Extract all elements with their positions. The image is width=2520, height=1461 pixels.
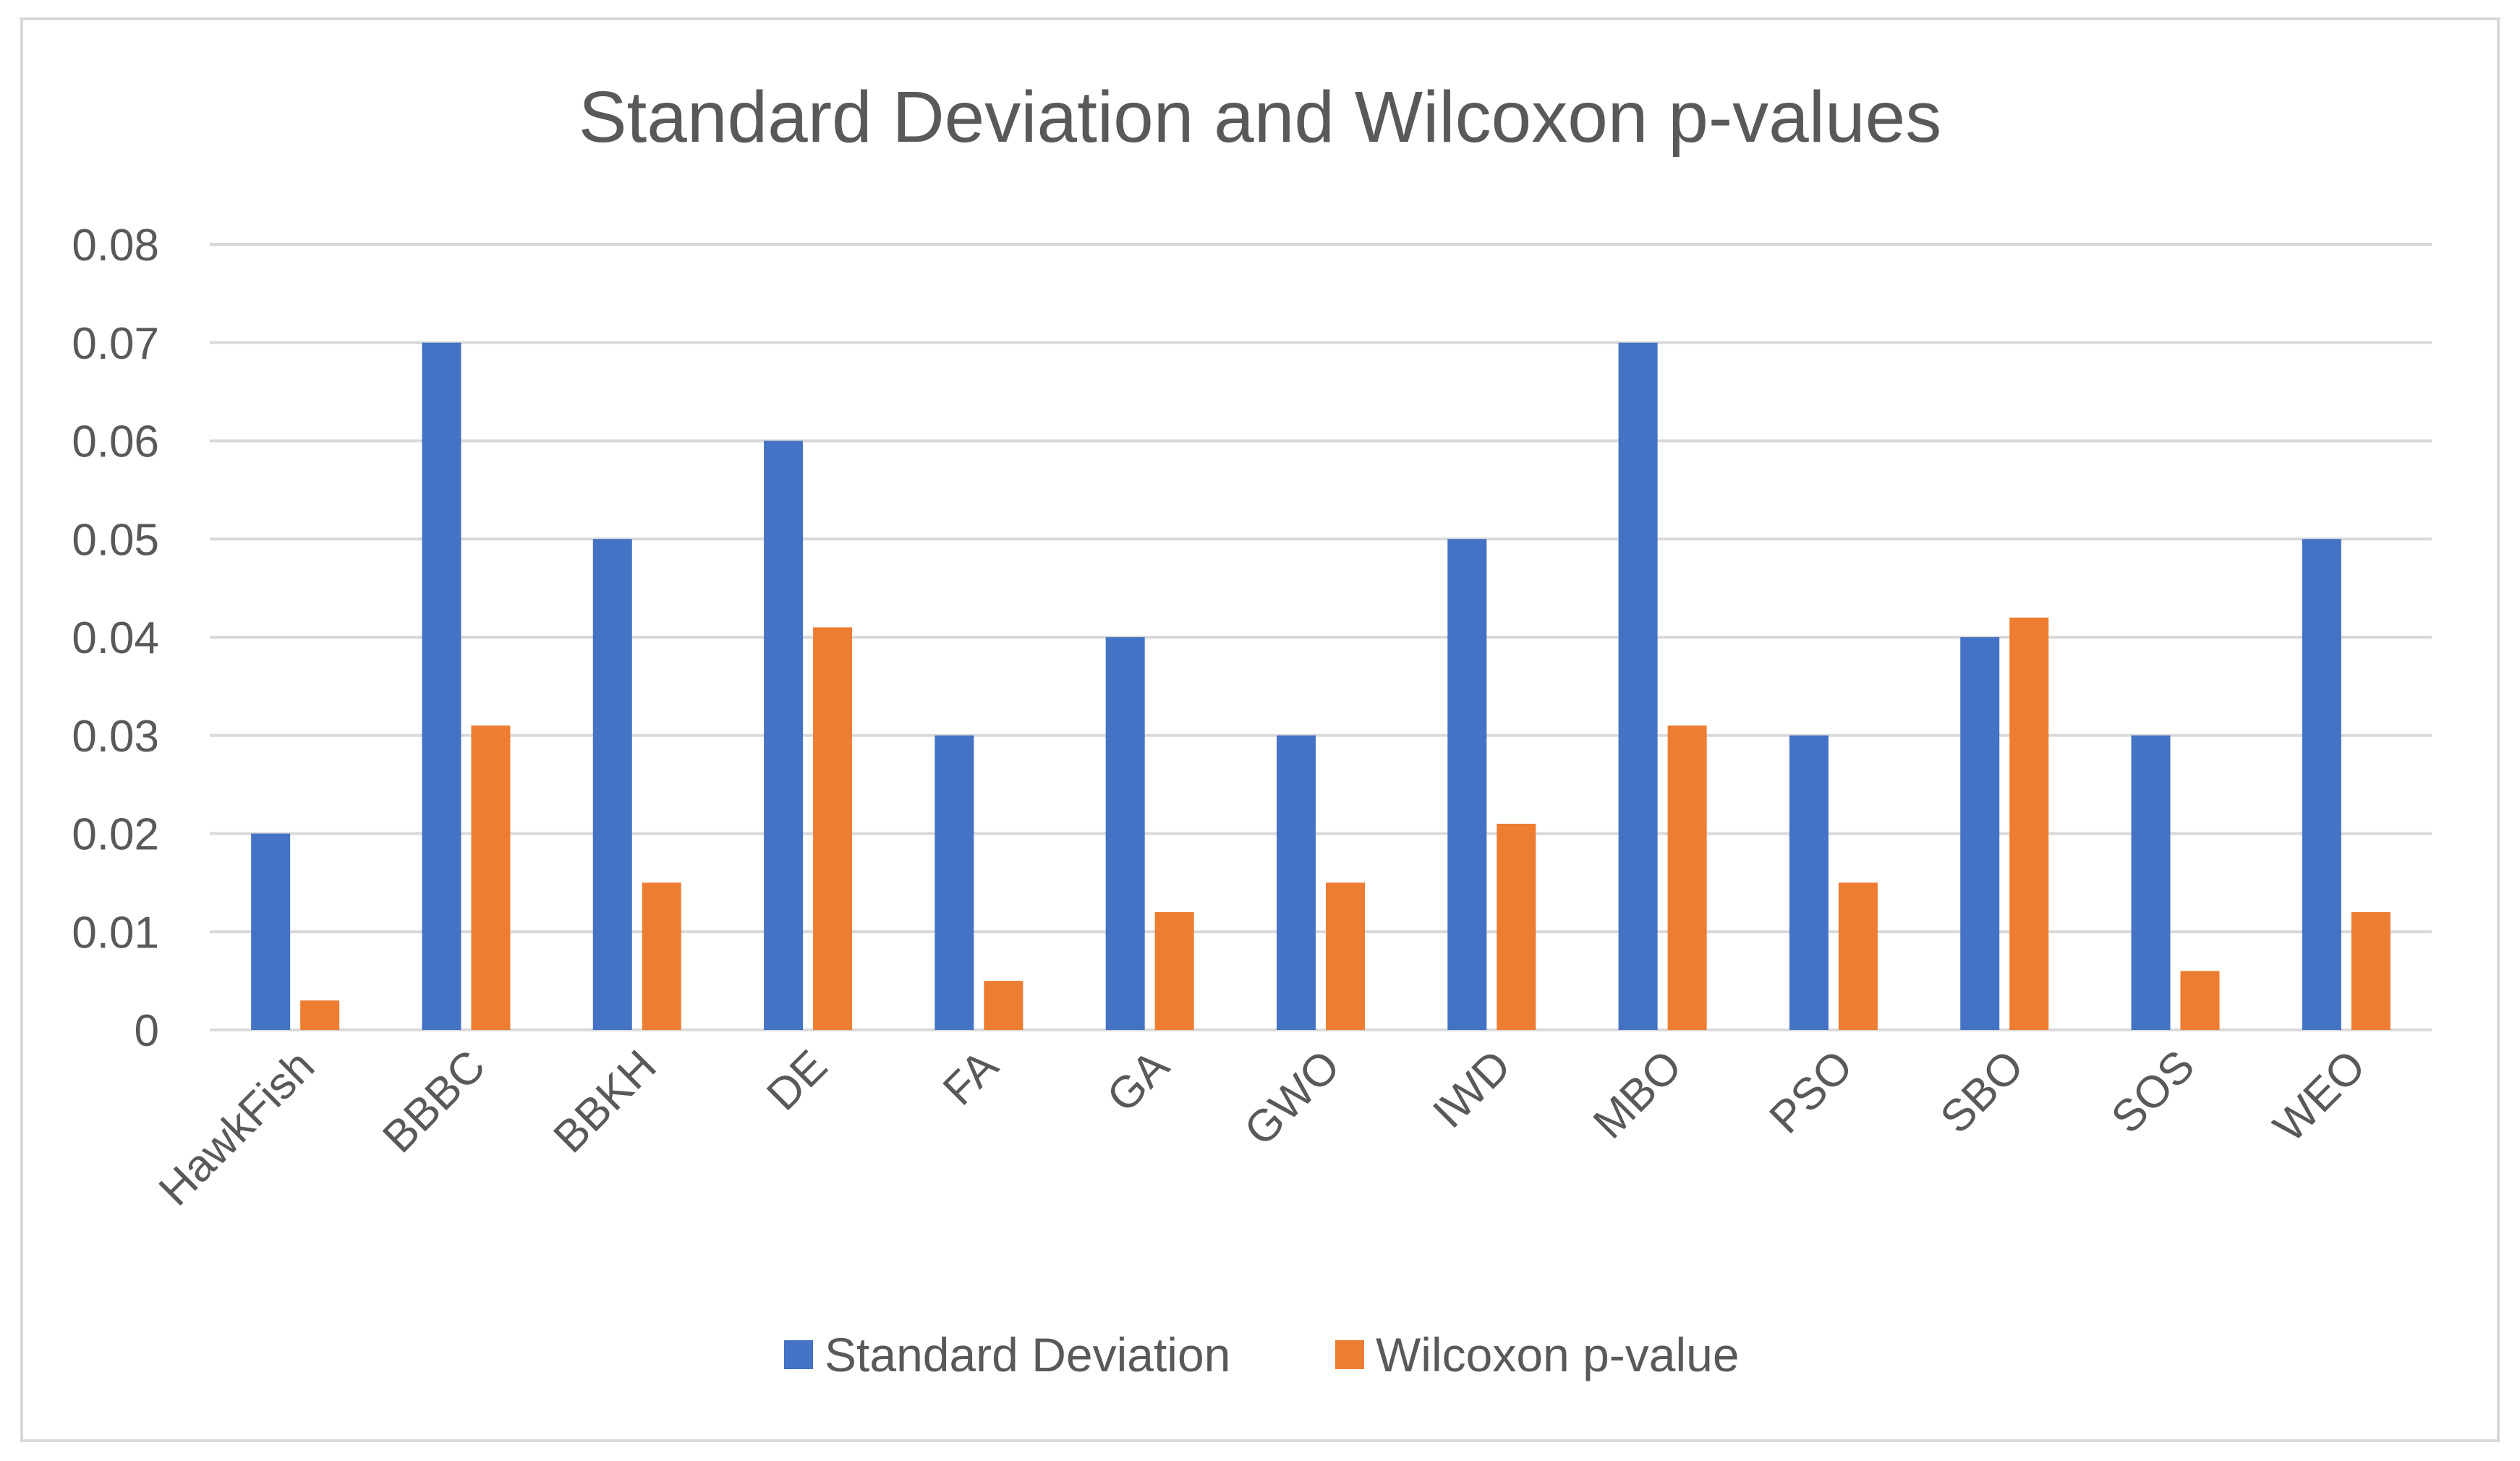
bar-wilcoxon-p-value — [813, 627, 853, 1030]
bar-group — [422, 342, 511, 1030]
bar-standard-deviation — [592, 539, 632, 1030]
bar-wilcoxon-p-value — [1667, 725, 1707, 1030]
bar-group — [1277, 735, 1365, 1030]
legend-label: Wilcoxon p-value — [1376, 1328, 1740, 1381]
bar-group — [1105, 637, 1194, 1030]
legend-swatch — [1335, 1340, 1364, 1369]
bar-group — [1960, 617, 2049, 1030]
bar-group — [1618, 342, 1707, 1030]
bar-wilcoxon-p-value — [1154, 912, 1194, 1030]
bar-standard-deviation — [935, 735, 974, 1030]
chart-title: Standard Deviation and Wilcoxon p-values — [579, 77, 1941, 158]
y-tick-label: 0.02 — [72, 810, 159, 860]
bar-group — [1447, 539, 1536, 1030]
bar-group — [592, 539, 681, 1030]
bar-standard-deviation — [1277, 735, 1316, 1030]
bar-wilcoxon-p-value — [300, 1000, 340, 1030]
gridlines — [210, 243, 2432, 1031]
legend-label: Standard Deviation — [825, 1328, 1230, 1381]
bar-wilcoxon-p-value — [2009, 617, 2049, 1030]
bar-wilcoxon-p-value — [642, 882, 681, 1030]
bar-standard-deviation — [1618, 342, 1658, 1030]
bar-standard-deviation — [1447, 539, 1487, 1030]
legend: Standard Deviation Wilcoxon p-value — [784, 1328, 1740, 1381]
bar-standard-deviation — [1960, 637, 2000, 1030]
y-tick-label: 0.01 — [72, 908, 159, 958]
bar-standard-deviation — [251, 833, 291, 1030]
bar-group — [1789, 735, 1878, 1030]
bar-wilcoxon-p-value — [1838, 882, 1878, 1030]
bar-group — [2131, 735, 2220, 1030]
bar-group — [251, 833, 340, 1030]
y-tick-label: 0 — [135, 1006, 159, 1056]
y-axis-ticks: 0 0.01 0.02 0.03 0.04 0.05 0.06 0.07 0.08 — [72, 221, 159, 1056]
bar-group — [935, 735, 1023, 1030]
y-tick-label: 0.03 — [72, 712, 159, 762]
bar-standard-deviation — [1789, 735, 1829, 1030]
chart-border — [20, 17, 2500, 1442]
bar-wilcoxon-p-value — [984, 981, 1023, 1030]
bar-standard-deviation — [422, 342, 461, 1030]
y-tick-label: 0.05 — [72, 515, 159, 565]
y-tick-label: 0.08 — [72, 221, 159, 271]
bars — [251, 342, 2391, 1030]
legend-swatch — [784, 1340, 813, 1369]
bar-group — [764, 440, 853, 1030]
bar-group — [2302, 539, 2391, 1030]
bar-wilcoxon-p-value — [1497, 823, 1536, 1030]
bar-standard-deviation — [1105, 637, 1145, 1030]
bar-standard-deviation — [764, 440, 804, 1030]
y-tick-label: 0.07 — [72, 319, 159, 369]
bar-standard-deviation — [2131, 735, 2171, 1030]
y-tick-label: 0.06 — [72, 417, 159, 467]
bar-wilcoxon-p-value — [2180, 971, 2220, 1030]
bar-wilcoxon-p-value — [471, 725, 511, 1030]
bar-wilcoxon-p-value — [2351, 912, 2391, 1030]
y-tick-label: 0.04 — [72, 613, 159, 663]
bar-standard-deviation — [2302, 539, 2341, 1030]
bar-wilcoxon-p-value — [1326, 882, 1365, 1030]
